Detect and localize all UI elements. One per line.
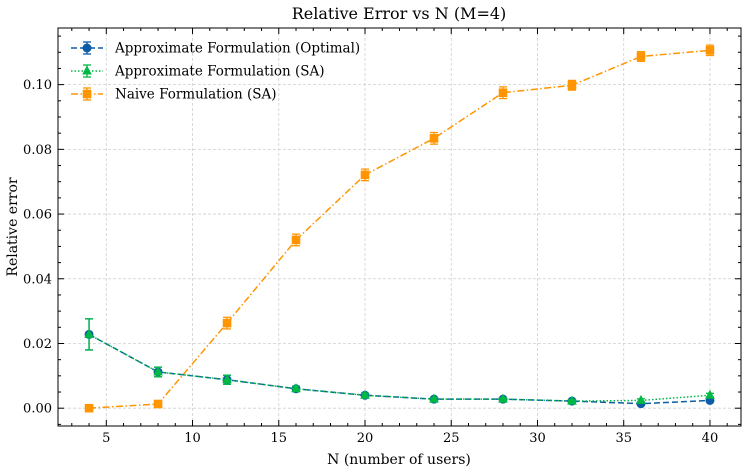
y-tick-label: 0.02 (23, 337, 52, 352)
data-point (567, 395, 577, 405)
legend-label: Approximate Formulation (Optimal) (114, 41, 360, 57)
legend-marker (82, 89, 92, 99)
x-tick-label: 5 (102, 431, 110, 446)
data-point (291, 383, 301, 393)
y-tick-label: 0.08 (23, 143, 52, 158)
data-point (84, 403, 94, 413)
data-point (153, 399, 163, 409)
data-point (222, 318, 232, 328)
data-point (360, 170, 370, 180)
x-axis-label: N (number of users) (327, 452, 471, 468)
data-point (360, 389, 370, 399)
data-point (705, 389, 715, 399)
chart-title: Relative Error vs N (M=4) (292, 4, 507, 23)
legend-item: Naive Formulation (SA) (71, 87, 277, 103)
x-tick-label: 15 (270, 431, 287, 446)
x-tick-label: 40 (702, 431, 719, 446)
y-tick-label: 0.00 (23, 402, 52, 417)
y-tick-label: 0.04 (23, 272, 52, 287)
y-tick-label: 0.06 (23, 208, 52, 223)
y-axis-label: Relative error (5, 177, 21, 276)
series-1 (84, 318, 715, 409)
data-point (498, 393, 508, 403)
series-2 (84, 318, 715, 405)
data-point (429, 393, 439, 403)
x-tick-label: 20 (357, 431, 374, 446)
data-point (84, 328, 94, 338)
legend-label: Naive Formulation (SA) (115, 87, 277, 103)
legend: Approximate Formulation (Optimal) Approxi… (71, 41, 360, 103)
legend-item: Approximate Formulation (Optimal) (71, 41, 360, 57)
data-point (291, 235, 301, 245)
data-point (567, 80, 577, 90)
x-tick-label: 35 (615, 431, 632, 446)
x-tick-label: 10 (184, 431, 201, 446)
legend-label: Approximate Formulation (SA) (114, 64, 325, 80)
x-tick-label: 25 (443, 431, 460, 446)
data-point (705, 46, 715, 55)
data-point (153, 366, 163, 376)
y-tick-label: 0.10 (23, 78, 52, 93)
legend-item: Approximate Formulation (SA) (71, 64, 325, 80)
data-point (636, 52, 646, 61)
data-point (222, 374, 232, 384)
legend-marker (82, 43, 92, 53)
series-line (88, 333, 711, 402)
series-layer (84, 44, 715, 413)
data-point (498, 88, 508, 98)
data-point (429, 134, 439, 143)
axis-ticks: 5 10 15 20 25 30 35 40 0.00 0.02 0.04 0.06 0.08 0.10 (23, 28, 741, 446)
x-tick-label: 30 (529, 431, 546, 446)
legend-marker (82, 65, 92, 75)
gridlines (58, 28, 741, 426)
series-3 (84, 44, 715, 413)
series-line (88, 49, 711, 409)
data-point (636, 394, 646, 404)
series-line (88, 333, 710, 405)
